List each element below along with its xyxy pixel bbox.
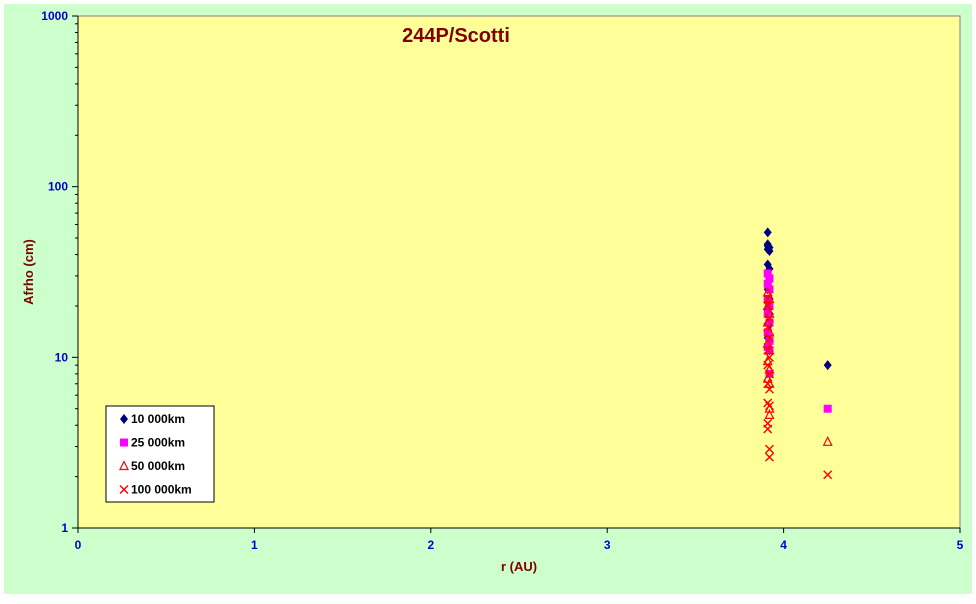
- y-tick-label: 100: [48, 180, 68, 194]
- data-point: [763, 322, 773, 332]
- x-tick-label: 4: [780, 538, 787, 552]
- chart-title: 244P/Scotti: [402, 25, 510, 47]
- data-point: [764, 369, 774, 379]
- plot-area: [77, 15, 961, 529]
- x-tick-label: 1: [251, 538, 258, 552]
- x-tick-label: 0: [75, 538, 82, 552]
- data-point: [763, 294, 773, 304]
- data-point: [823, 470, 833, 480]
- legend-label: 25 000km: [131, 436, 185, 450]
- legend: 10 000km 25 000km 50 000km 100 000km: [105, 405, 215, 503]
- data-point: [823, 404, 832, 413]
- data-point: [764, 326, 775, 337]
- data-point: [764, 384, 774, 394]
- data-point: [763, 424, 773, 434]
- legend-marker: [120, 414, 128, 424]
- x-axis-label: r (AU): [501, 559, 537, 574]
- data-point: [765, 245, 774, 256]
- legend-label: 100 000km: [131, 483, 192, 497]
- data-point: [765, 336, 774, 345]
- data-point: [763, 279, 772, 288]
- data-point: [763, 269, 772, 278]
- legend-label: 50 000km: [131, 459, 185, 473]
- data-point: [763, 360, 773, 370]
- data-point: [764, 313, 774, 323]
- data-point: [765, 285, 774, 294]
- data-point: [764, 452, 774, 462]
- x-tick-label: 5: [957, 538, 964, 552]
- y-tick-label: 1000: [41, 9, 68, 23]
- data-point: [763, 301, 773, 311]
- data-point: [764, 352, 774, 362]
- data-point: [764, 333, 774, 343]
- legend-marker: [119, 485, 129, 494]
- legend-label: 10 000km: [131, 412, 185, 426]
- data-point: [763, 345, 773, 355]
- data-point: [764, 409, 775, 419]
- data-point: [823, 360, 832, 371]
- data-point: [763, 379, 773, 389]
- y-axis-label: Afrho (cm): [21, 239, 36, 305]
- data-point: [762, 286, 773, 297]
- x-tick-label: 3: [604, 538, 611, 552]
- data-point: [762, 337, 773, 348]
- data-point: [763, 227, 772, 238]
- data-point: [762, 300, 773, 311]
- data-point: [822, 435, 833, 446]
- legend-marker: [120, 438, 128, 447]
- data-point: [764, 444, 774, 454]
- y-tick-label: 10: [55, 350, 69, 364]
- y-tick-label: 1: [61, 521, 68, 535]
- legend-marker: [119, 460, 129, 471]
- x-tick-label: 2: [427, 538, 434, 552]
- data-point: [765, 346, 774, 355]
- data-point: [764, 401, 774, 411]
- data-point: [765, 274, 774, 283]
